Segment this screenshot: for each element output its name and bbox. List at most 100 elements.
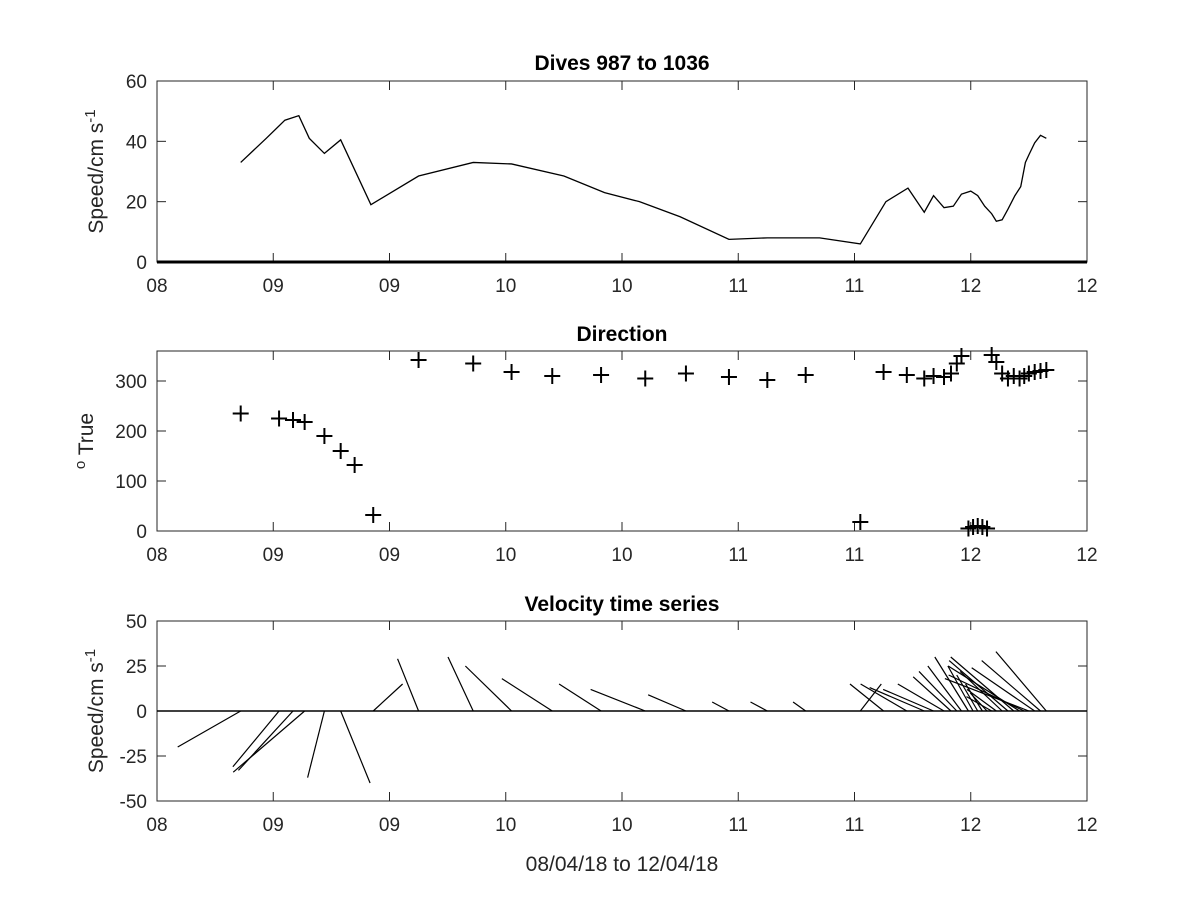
data-point: [271, 410, 288, 427]
x-tick-label: 08: [146, 815, 167, 836]
velocity-stick: [912, 676, 952, 712]
y-axis-label-sup: -1: [82, 649, 99, 662]
x-tick-label: 10: [495, 545, 516, 566]
y-axis-label-main: Speed/cm s: [85, 662, 108, 773]
velocity-stick: [792, 701, 807, 712]
velocity-stick: [307, 710, 325, 778]
data-point: [285, 412, 302, 428]
x-tick-label: 10: [495, 815, 516, 836]
chart-title: Direction: [576, 323, 667, 346]
x-tick-label: 10: [611, 276, 632, 297]
y-axis-label-sup: o: [72, 461, 89, 469]
x-tick-label: 11: [728, 815, 748, 836]
x-tick-label: 08: [146, 276, 167, 297]
velocity-stick: [750, 701, 768, 712]
velocity-stick: [340, 710, 371, 784]
velocity-stick: [966, 688, 997, 712]
x-tick-label: 11: [845, 545, 865, 566]
data-point: [797, 367, 814, 383]
y-tick-label: 0: [136, 702, 147, 723]
x-tick-label: 12: [960, 815, 981, 836]
data-point: [875, 364, 892, 380]
data-point: [503, 364, 520, 380]
x-tick-label: 11: [728, 276, 748, 297]
data-point: [916, 370, 933, 387]
y-tick-label: 25: [126, 657, 147, 678]
data-point: [410, 352, 427, 368]
data-point: [637, 370, 654, 387]
velocity-stick: [860, 683, 908, 712]
x-tick-label: 11: [845, 276, 865, 297]
x-tick-label: 12: [1076, 545, 1097, 566]
x-tick-label: 08: [146, 545, 167, 566]
velocity-stick: [397, 658, 420, 712]
axes-box: [156, 350, 1088, 532]
velocity-stick: [232, 710, 280, 768]
velocity-stick: [849, 683, 884, 712]
data-point: [544, 368, 561, 384]
chart-title: Velocity time series: [525, 593, 720, 616]
velocity-stick: [177, 710, 241, 748]
data-point: [759, 372, 776, 388]
series-line: [240, 114, 1047, 245]
y-tick-label: 300: [115, 372, 147, 393]
y-axis-label: Speed/cm s-1: [82, 109, 109, 233]
y-tick-label: 100: [115, 472, 147, 493]
velocity-stick: [558, 683, 602, 712]
velocity-stick: [969, 692, 988, 712]
data-point: [979, 520, 996, 537]
x-tick-label: 12: [960, 276, 981, 297]
data-point: [953, 348, 970, 364]
x-tick-label: 10: [611, 815, 632, 836]
x-tick-label: 12: [1076, 815, 1097, 836]
velocity-stick: [995, 651, 1047, 712]
data-point: [232, 405, 249, 422]
y-axis-label-main: Speed/cm s: [85, 123, 108, 234]
panel-3: Velocity time series 08 09 09 10 10 11 11 12 12 50…: [82, 593, 1098, 876]
velocity-stick: [882, 688, 934, 712]
x-tick-label: 11: [728, 545, 748, 566]
x-tick-label: 09: [379, 276, 400, 297]
panel-1: Dives 987 to 1036 08 09 09 10 10 11 11 12 12 0 20 40…: [82, 52, 1098, 297]
y-axis-label-sup: -1: [82, 109, 99, 122]
data-point: [593, 367, 610, 383]
x-tick-label: 12: [960, 545, 981, 566]
velocity-stick: [711, 701, 730, 712]
velocity-stick: [944, 678, 1030, 712]
y-axis-label-main: True: [75, 413, 98, 461]
y-tick-label: 0: [136, 253, 147, 274]
data-point: [942, 365, 959, 382]
velocity-stick: [501, 678, 553, 712]
velocity-stick: [897, 683, 945, 712]
data-point: [1038, 362, 1055, 378]
x-tick-label: 09: [263, 276, 284, 297]
y-tick-label: 50: [126, 612, 147, 633]
y-tick-label: 0: [136, 522, 147, 543]
x-tick-label: 11: [845, 815, 865, 836]
y-tick-label: 200: [115, 422, 147, 443]
data-point: [898, 367, 915, 383]
panel-2: Direction 08 09 09 10 10 11 11 12 12 0 100 200 300 o T…: [72, 323, 1098, 566]
axes-box: [156, 80, 1088, 263]
data-point: [852, 514, 869, 530]
data-point: [346, 457, 363, 473]
velocity-stick: [869, 687, 925, 712]
y-tick-label: 60: [126, 72, 147, 93]
velocity-stick: [966, 696, 992, 712]
velocity-stick: [447, 656, 474, 712]
y-tick-label: 40: [126, 132, 147, 153]
y-tick-label: 20: [126, 193, 147, 214]
velocity-stick: [590, 688, 646, 712]
data-point: [296, 414, 313, 430]
y-tick-label: -50: [120, 792, 147, 813]
velocity-stick: [950, 656, 1015, 712]
velocity-stick: [981, 660, 1041, 712]
x-axis-label: 08/04/18 to 12/04/18: [526, 853, 719, 876]
velocity-stick: [372, 683, 404, 712]
velocity-stick: [947, 665, 974, 712]
x-tick-label: 12: [1076, 276, 1097, 297]
x-tick-label: 10: [611, 545, 632, 566]
y-axis-label: Speed/cm s-1: [82, 649, 109, 773]
data-point: [316, 428, 333, 444]
